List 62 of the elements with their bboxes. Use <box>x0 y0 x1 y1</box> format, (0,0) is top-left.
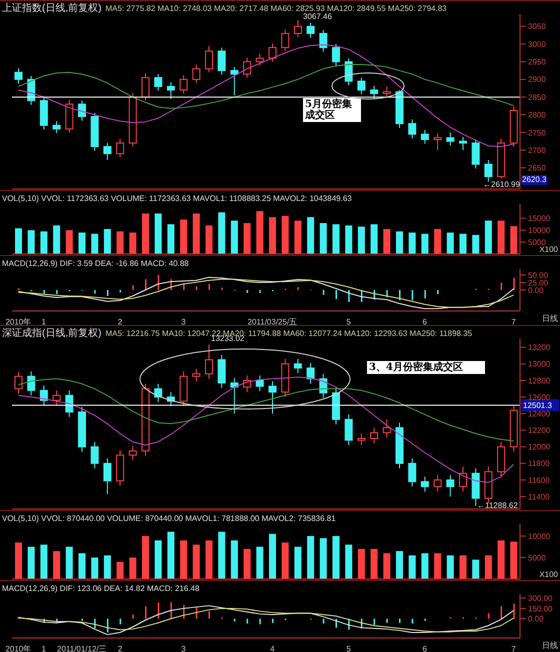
text: 日线 <box>542 640 558 651</box>
y-tick-label: 2900 <box>528 75 546 84</box>
y-tick-label: 2800 <box>528 110 546 120</box>
y-tick-label: 2700 <box>528 146 546 155</box>
x-tick-label: 2 <box>118 644 123 652</box>
text: 2620.3 <box>521 175 548 185</box>
y-tick-label: 50.00 <box>528 270 549 280</box>
x-tick-label: 6 <box>422 318 428 327</box>
y-tick-label: 12000 <box>528 442 551 452</box>
x-tick-label: 2 <box>118 318 123 327</box>
y-tick-label: 3050 <box>528 22 546 32</box>
y-tick-label: 11400 <box>528 492 550 502</box>
x-tick-label: 7 <box>511 318 516 327</box>
y-tick-label: 25.00 <box>528 278 549 288</box>
ref-line-label: 12501.3 <box>523 401 552 410</box>
y-tick-label: 2850 <box>528 92 546 102</box>
y-tick-label: 12800 <box>528 376 551 386</box>
annotation: 3067.46 <box>302 12 333 22</box>
x-tick-label: 4 <box>270 644 276 652</box>
x-tick-label: 1 <box>42 318 47 327</box>
chart-title: MACD(12,26,9) DIF: 123.06 DEA: 14.82 MACD: 216.48 <box>2 584 200 593</box>
x-tick-label: 1 <box>42 644 47 652</box>
y-tick-label: 12400 <box>528 409 551 418</box>
y-tick-label: 13000 <box>528 360 551 369</box>
x-tick-label: 3 <box>181 644 186 652</box>
chart-subtitle: MA5: 2775.82 MA10: 2748.03 MA20: 2717.48 MA60: 2825.93 MA120: 2849.55 MA250: 2794.83 <box>105 4 447 13</box>
chart-title: 深证成指(日线,前复权) <box>2 328 102 339</box>
x-tick-label: 2011/03/25/五 <box>248 318 298 327</box>
y-tick-label: 3000 <box>528 40 546 49</box>
chart-title: MACD(12,26,9) DIF: 3.59 DEA: -16.86 MACD: 40.88 <box>2 259 189 268</box>
y-tick-label: 11800 <box>528 459 550 468</box>
annotation: ←11288.62 <box>476 501 519 511</box>
chart-title: VOL(5,10) VVOL: 870440.00 VOLUME: 870440.00 MAVOL1: 781888.00 MAVOL2: 735836.81 <box>2 514 336 523</box>
y-tick-label: 10000 <box>528 226 551 236</box>
x-tick-label: 3 <box>181 318 186 327</box>
y-tick-label: 10000 <box>528 532 551 541</box>
y-tick-label: 300.00 <box>528 594 554 603</box>
y-tick-label: 15000 <box>528 214 551 224</box>
y-tick-label: 0.00 <box>528 286 544 295</box>
text: X100 <box>539 245 558 254</box>
text: 日线 <box>542 313 558 324</box>
annotation: ←2610.99 <box>482 180 521 190</box>
annotation: 5月份密集成交区 <box>303 98 361 122</box>
x-tick-label: 6 <box>422 644 428 652</box>
y-tick-label: 11600 <box>528 476 550 485</box>
chart-title: VOL(5,10) VVOL: 1172363.63 VOLUME: 1172363.63 MAVOL1: 1108883.25 MAVOL2: 1043849.63 <box>2 194 352 203</box>
y-tick-label: 13200 <box>528 343 551 352</box>
x-tick-label: 2011/01/12/三 <box>57 644 107 652</box>
y-tick-label: 150.00 <box>528 604 554 614</box>
chart-title: 上证指数(日线,前复权) <box>2 3 102 14</box>
x-tick-label: 5 <box>346 318 352 327</box>
x-tick-label: 7 <box>511 644 516 652</box>
y-tick-label: 0.00 <box>528 614 544 624</box>
text: X100 <box>539 570 558 579</box>
y-tick-label: 12200 <box>528 426 551 436</box>
y-tick-label: 2950 <box>528 58 546 67</box>
annotation: 3、4月份密集成交区 <box>367 361 485 374</box>
y-tick-label: 2650 <box>528 164 546 173</box>
y-tick-label: 5000 <box>528 553 546 562</box>
y-tick-label: 2750 <box>528 128 546 138</box>
y-tick-label: 5000 <box>528 238 546 247</box>
x-tick-label: 5 <box>346 644 352 652</box>
